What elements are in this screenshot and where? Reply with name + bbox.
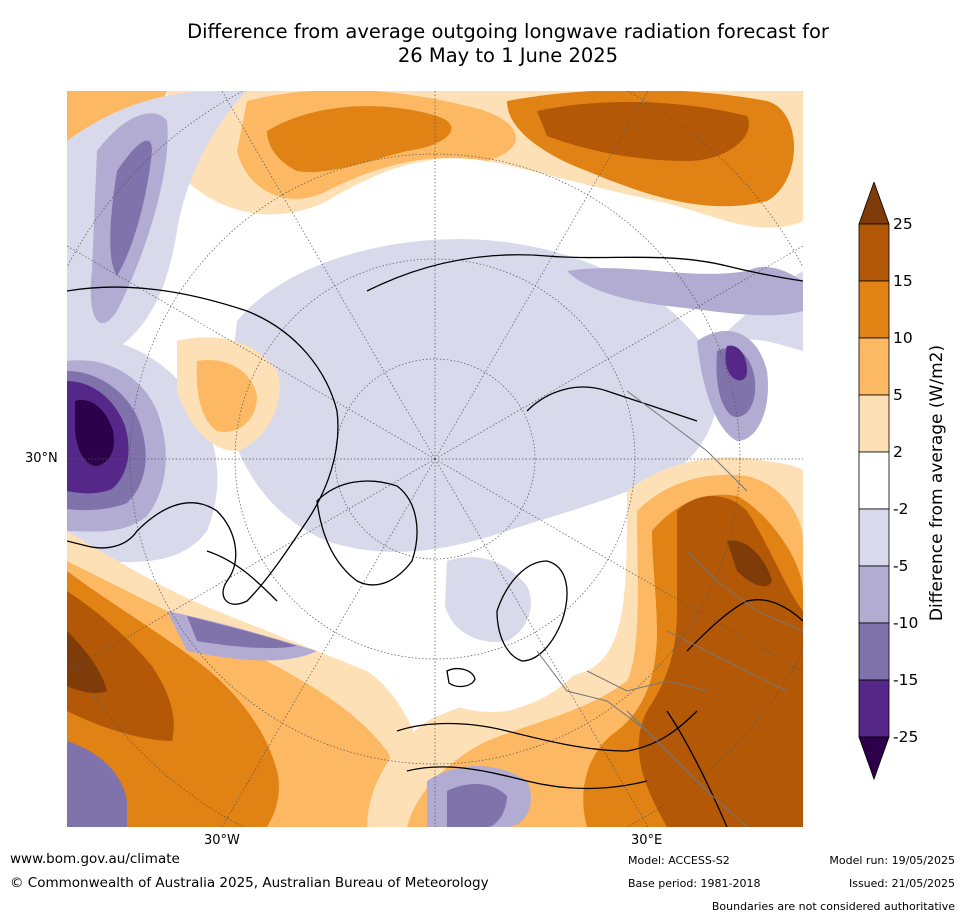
colorbar-tick-label: 2 (893, 443, 903, 461)
colorbar-extend-bottom (858, 736, 890, 781)
olr-anomaly-map (67, 91, 803, 827)
longitude-label-30w: 30°W (204, 833, 240, 848)
country-borders (536, 390, 803, 827)
colorbar-tick-label: -25 (893, 728, 919, 746)
boundary-disclaimer: Boundaries are not considered authoritat… (711, 900, 955, 913)
coastlines (67, 254, 803, 827)
colorbar-segment (858, 508, 890, 567)
longitude-label-30e: 30°E (631, 833, 663, 848)
colorbar-segment (858, 394, 890, 453)
colorbar-tick-label: -10 (893, 614, 919, 632)
colorbar-segment (858, 622, 890, 681)
colorbar-segment (858, 337, 890, 396)
colorbar-tick-label: -15 (893, 671, 919, 689)
colorbar-tick-label: -5 (893, 557, 909, 575)
colorbar-segment (858, 565, 890, 624)
title-line-1: Difference from average outgoing longwav… (187, 20, 829, 43)
colorbar-title: Difference from average (W/m2) (927, 344, 947, 622)
colorbar-tick-label: 15 (893, 272, 913, 290)
graticule (67, 91, 803, 827)
latitude-label-30n: 30°N (25, 451, 58, 466)
negative-anomaly-arctic (227, 239, 718, 552)
colorbar-extend-top (858, 182, 890, 225)
colorbar-tick-label: 25 (893, 215, 913, 233)
copyright-text: © Commonwealth of Australia 2025, Austra… (10, 875, 489, 891)
colorbar-segment (858, 280, 890, 339)
colorbar-segment (858, 451, 890, 510)
issued-date: Issued: 21/05/2025 (848, 877, 955, 890)
model-name: Model: ACCESS-S2 (628, 854, 730, 867)
base-period: Base period: 1981-2018 (628, 877, 761, 890)
colorbar-tick-label: 5 (893, 386, 903, 404)
colorbar-tick-label: 10 (893, 329, 913, 347)
colorbar-segment (858, 679, 890, 738)
model-run-date: Model run: 19/05/2025 (829, 854, 955, 867)
colorbar-tick-label: -2 (893, 500, 909, 518)
colorbar-segment (858, 223, 890, 282)
map-title: Difference from average outgoing longwav… (0, 20, 965, 68)
title-line-2: 26 May to 1 June 2025 (397, 44, 619, 67)
colorbar (858, 182, 890, 781)
website-link[interactable]: www.bom.gov.au/climate (10, 851, 180, 867)
